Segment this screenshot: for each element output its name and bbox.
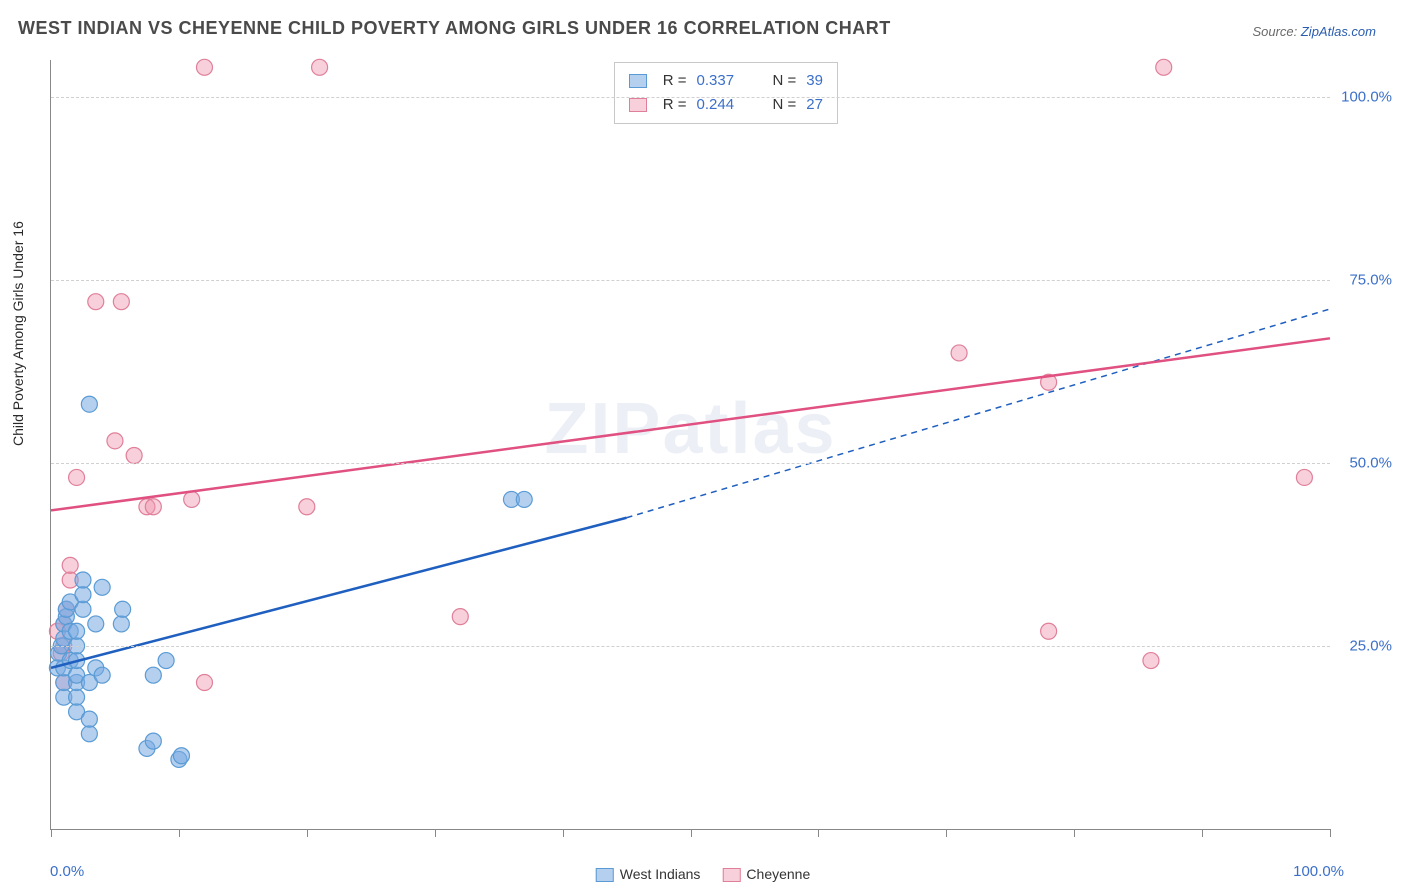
x-axis-min-label: 0.0% [50, 863, 84, 880]
data-point-cheyenne [113, 294, 129, 310]
legend-item: Cheyenne [722, 866, 810, 882]
legend-swatch [629, 74, 647, 88]
data-point-west_indians [145, 667, 161, 683]
data-point-west_indians [516, 491, 532, 507]
series-legend: West Indians Cheyenne [596, 866, 811, 882]
source-prefix: Source: [1252, 24, 1300, 39]
x-tick [435, 829, 436, 837]
x-tick [179, 829, 180, 837]
gridline-h [51, 463, 1330, 464]
data-point-west_indians [81, 726, 97, 742]
data-point-cheyenne [312, 59, 328, 75]
data-point-cheyenne [62, 557, 78, 573]
x-tick [1202, 829, 1203, 837]
data-point-west_indians [81, 396, 97, 412]
data-point-cheyenne [107, 433, 123, 449]
chart-title: WEST INDIAN VS CHEYENNE CHILD POVERTY AM… [18, 18, 891, 39]
data-point-cheyenne [69, 469, 85, 485]
y-tick-label: 25.0% [1349, 637, 1392, 654]
gridline-h [51, 97, 1330, 98]
correlation-legend: R =0.337N =39R =0.244N =27 [614, 62, 838, 124]
plot-svg [51, 60, 1330, 829]
x-axis-max-label: 100.0% [1293, 863, 1344, 880]
data-point-cheyenne [299, 499, 315, 515]
legend-label: Cheyenne [746, 866, 810, 882]
data-point-cheyenne [1143, 653, 1159, 669]
data-point-west_indians [88, 616, 104, 632]
data-point-west_indians [75, 572, 91, 588]
source-attribution: Source: ZipAtlas.com [1252, 24, 1376, 39]
x-tick [818, 829, 819, 837]
legend-swatch [596, 868, 614, 882]
data-point-west_indians [75, 587, 91, 603]
data-point-west_indians [145, 733, 161, 749]
correlation-legend-row: R = 0.337 N = 39 [629, 69, 823, 93]
y-tick-label: 50.0% [1349, 454, 1392, 471]
legend-swatch [629, 98, 647, 112]
n-label: N = [773, 69, 797, 93]
legend-item: West Indians [596, 866, 701, 882]
legend-swatch [722, 868, 740, 882]
data-point-cheyenne [1156, 59, 1172, 75]
x-tick [1330, 829, 1331, 837]
data-point-west_indians [158, 653, 174, 669]
n-value: 39 [806, 69, 823, 93]
data-point-west_indians [69, 689, 85, 705]
data-point-west_indians [94, 579, 110, 595]
x-tick [307, 829, 308, 837]
data-point-cheyenne [1041, 623, 1057, 639]
plot-area: ZIPatlas R =0.337N =39R =0.244N =27 [50, 60, 1330, 830]
x-tick [1074, 829, 1075, 837]
data-point-west_indians [69, 623, 85, 639]
data-point-cheyenne [196, 59, 212, 75]
gridline-h [51, 280, 1330, 281]
data-point-cheyenne [452, 609, 468, 625]
data-point-cheyenne [196, 675, 212, 691]
r-value: 0.337 [697, 69, 749, 93]
source-link[interactable]: ZipAtlas.com [1301, 24, 1376, 39]
x-tick [691, 829, 692, 837]
x-tick [51, 829, 52, 837]
data-point-cheyenne [951, 345, 967, 361]
x-tick [946, 829, 947, 837]
data-point-cheyenne [145, 499, 161, 515]
data-point-west_indians [94, 667, 110, 683]
data-point-cheyenne [1296, 469, 1312, 485]
data-point-west_indians [81, 711, 97, 727]
data-point-west_indians [115, 601, 131, 617]
data-point-cheyenne [184, 491, 200, 507]
y-axis-label: Child Poverty Among Girls Under 16 [10, 221, 26, 446]
legend-label: West Indians [620, 866, 701, 882]
r-label: R = [663, 69, 687, 93]
data-point-west_indians [75, 601, 91, 617]
data-point-cheyenne [126, 447, 142, 463]
data-point-west_indians [113, 616, 129, 632]
y-tick-label: 100.0% [1341, 88, 1392, 105]
data-point-west_indians [173, 748, 189, 764]
y-tick-label: 75.0% [1349, 271, 1392, 288]
x-tick [563, 829, 564, 837]
gridline-h [51, 646, 1330, 647]
chart-container: WEST INDIAN VS CHEYENNE CHILD POVERTY AM… [0, 0, 1406, 892]
data-point-cheyenne [88, 294, 104, 310]
